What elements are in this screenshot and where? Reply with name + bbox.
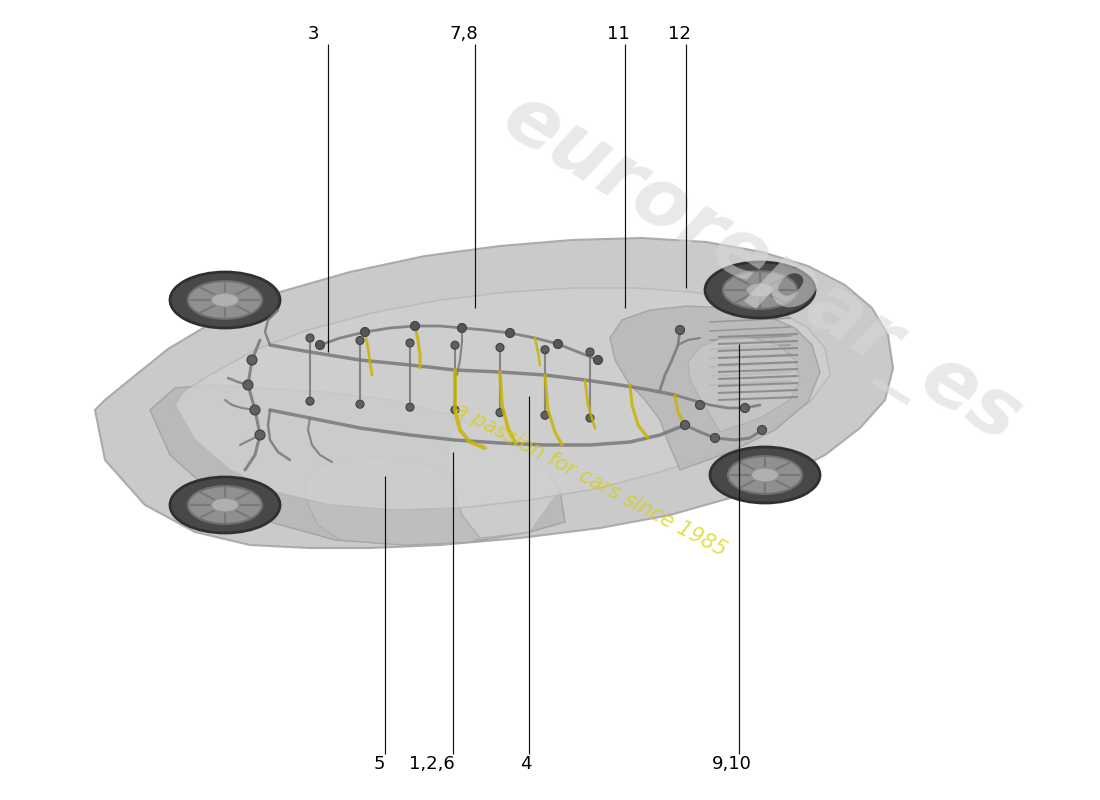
Polygon shape (688, 338, 800, 432)
Text: a passion for cars since 1985: a passion for cars since 1985 (451, 399, 729, 561)
Polygon shape (150, 385, 565, 545)
Circle shape (758, 426, 767, 434)
Circle shape (451, 406, 459, 414)
Circle shape (740, 403, 749, 413)
Text: eurorepar_es: eurorepar_es (486, 79, 1033, 461)
Circle shape (406, 339, 414, 347)
Ellipse shape (728, 456, 802, 494)
Ellipse shape (170, 272, 280, 328)
Text: 1,2,6: 1,2,6 (409, 755, 455, 773)
Circle shape (306, 334, 313, 342)
Circle shape (695, 401, 704, 410)
Polygon shape (175, 288, 830, 510)
Circle shape (255, 430, 265, 440)
Circle shape (541, 346, 549, 354)
Circle shape (586, 348, 594, 356)
Text: 4: 4 (520, 755, 531, 773)
Circle shape (675, 326, 684, 334)
Circle shape (553, 339, 562, 349)
Circle shape (451, 342, 459, 350)
Circle shape (506, 329, 515, 338)
Circle shape (410, 322, 419, 330)
Circle shape (356, 400, 364, 408)
Circle shape (316, 341, 324, 350)
Ellipse shape (188, 281, 262, 319)
Polygon shape (305, 458, 480, 545)
Polygon shape (610, 306, 820, 470)
Polygon shape (448, 420, 560, 538)
Circle shape (594, 355, 603, 365)
Circle shape (361, 327, 370, 337)
Ellipse shape (211, 293, 239, 307)
Ellipse shape (746, 283, 773, 297)
Circle shape (496, 409, 504, 417)
Ellipse shape (170, 477, 280, 533)
Text: 3: 3 (308, 25, 319, 42)
Circle shape (496, 343, 504, 351)
Circle shape (306, 397, 313, 405)
Text: 12: 12 (669, 25, 691, 42)
Circle shape (541, 411, 549, 419)
Circle shape (356, 337, 364, 345)
Circle shape (711, 434, 719, 442)
Circle shape (406, 403, 414, 411)
Ellipse shape (188, 486, 262, 524)
Text: 9,10: 9,10 (712, 755, 751, 773)
Circle shape (586, 414, 594, 422)
Text: 11: 11 (607, 25, 629, 42)
Ellipse shape (751, 468, 779, 482)
Ellipse shape (723, 271, 798, 309)
Polygon shape (95, 238, 893, 548)
Circle shape (458, 323, 466, 333)
Ellipse shape (211, 498, 239, 512)
Ellipse shape (710, 447, 820, 503)
Text: 5: 5 (374, 755, 385, 773)
Text: 7,8: 7,8 (450, 25, 478, 42)
Circle shape (681, 421, 690, 430)
Ellipse shape (705, 262, 815, 318)
Circle shape (248, 355, 257, 365)
Circle shape (243, 380, 253, 390)
Circle shape (250, 405, 260, 415)
